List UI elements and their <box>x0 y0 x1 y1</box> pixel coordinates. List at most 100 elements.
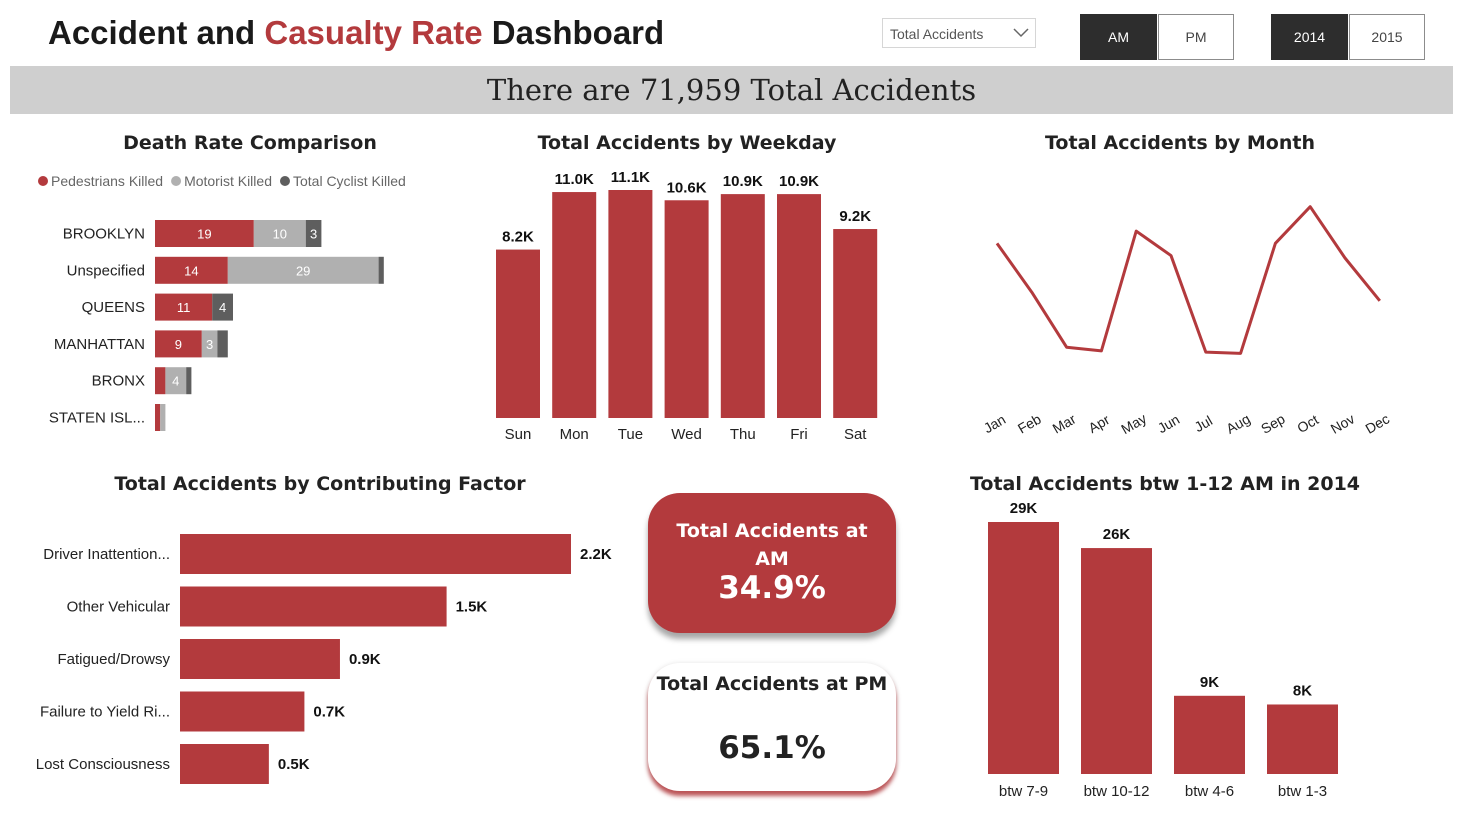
tick-label: Tue <box>618 426 643 443</box>
category-label: BROOKLYN <box>63 226 145 243</box>
data-label: 9K <box>1200 674 1219 691</box>
bar <box>496 249 540 418</box>
bar-segment <box>227 256 379 284</box>
dashboard-title: Accident and Casualty Rate Dashboard <box>48 14 664 52</box>
bar <box>833 229 878 418</box>
bar <box>608 190 653 418</box>
data-label: 10.6K <box>667 179 707 196</box>
bar <box>1081 548 1152 774</box>
tick-label: Aug <box>1223 411 1253 437</box>
toggle-pm[interactable]: PM <box>1158 14 1234 60</box>
category-label: Lost Consciousness <box>36 756 170 773</box>
factor-chart: Driver Inattention... 2.2K Other Vehicular… <box>36 534 612 784</box>
tick-label: May <box>1118 410 1149 437</box>
measure-dropdown[interactable]: Total Accidents <box>882 18 1036 48</box>
category-label: QUEENS <box>82 299 145 316</box>
bar <box>664 200 709 418</box>
toggle-am[interactable]: AM <box>1080 14 1157 60</box>
bar <box>552 192 597 418</box>
hours-title: Total Accidents btw 1-12 AM in 2014 <box>969 473 1361 495</box>
tick-label: Thu <box>730 426 756 443</box>
data-label: 26K <box>1103 526 1131 543</box>
bar <box>988 522 1059 774</box>
bar-segment <box>217 330 228 358</box>
data-label: 19 <box>197 227 211 242</box>
category-label: MANHATTAN <box>54 336 145 353</box>
toggle-pm-label: PM <box>1185 29 1207 45</box>
data-label: 10.9K <box>779 173 819 190</box>
title-part-1: Accident and <box>48 14 265 51</box>
tick-label: Oct <box>1294 411 1321 436</box>
weekday-chart: 8.2K Sun 11.0K Mon 11.1K Tue 10.6K Wed 10.9K Thu 1… <box>496 169 878 443</box>
data-label: 8.2K <box>502 229 534 246</box>
factor-title: Total Accidents by Contributing Factor <box>114 473 526 495</box>
data-label: 4 <box>172 374 179 389</box>
tick-label: Wed <box>671 426 702 443</box>
data-label: 14 <box>184 263 198 278</box>
data-label: 2.2K <box>580 546 612 563</box>
tick-label: Jul <box>1192 412 1216 435</box>
bar-segment <box>160 404 166 431</box>
category-label: STATEN ISL... <box>49 410 145 427</box>
bar-segment <box>155 367 166 395</box>
category-label: Failure to Yield Ri... <box>40 704 170 721</box>
bar <box>180 639 340 679</box>
bar-segment <box>201 330 218 358</box>
bar-segment <box>212 293 233 321</box>
data-label: 11.0K <box>555 171 594 188</box>
data-label: 29K <box>1010 500 1038 517</box>
toggle-am-label: AM <box>1108 29 1129 45</box>
bar-segment <box>305 220 322 247</box>
bar-segment <box>155 330 202 358</box>
total-accidents-banner: There are 71,959 Total Accidents <box>10 66 1453 114</box>
banner-text: There are 71,959 Total Accidents <box>486 73 977 107</box>
tick-label: Dec <box>1363 411 1393 437</box>
kpi-pm-card: Total Accidents at PM 65.1% <box>648 663 896 791</box>
tick-label: Jun <box>1155 411 1183 436</box>
category-label: Driver Inattention... <box>43 546 170 563</box>
kpi-am-value: 34.9% <box>718 570 826 606</box>
tick-label: btw 1-3 <box>1278 783 1327 800</box>
data-label: 29 <box>296 263 310 278</box>
death-rate-chart: Pedestrians Killed Motorist Killed Total C… <box>38 173 406 431</box>
tick-label: Apr <box>1085 411 1112 436</box>
bar <box>180 586 447 627</box>
data-label: 10.9K <box>723 173 763 190</box>
bar <box>1267 704 1338 774</box>
bar <box>180 744 269 784</box>
bar-segment <box>155 220 254 247</box>
legend-swatch <box>279 176 290 186</box>
tick-label: Sat <box>844 426 867 443</box>
data-label: 0.5K <box>278 756 310 773</box>
data-label: 3 <box>310 227 317 242</box>
data-label: 11.1K <box>611 169 650 186</box>
kpi-pm-value: 65.1% <box>718 730 826 766</box>
kpi-am-label: Total Accidents at AM <box>676 520 868 570</box>
tick-label: Mon <box>560 426 589 443</box>
data-label: 3 <box>206 337 213 352</box>
kpi-pm-label: Total Accidents at PM <box>656 673 888 695</box>
bar-segment <box>155 293 213 321</box>
toggle-2015[interactable]: 2015 <box>1349 14 1425 60</box>
category-label: Fatigued/Drowsy <box>57 651 170 668</box>
data-label: 0.9K <box>349 651 381 668</box>
data-label: 9 <box>175 337 182 352</box>
series-line <box>995 205 1381 355</box>
toggle-2014-label: 2014 <box>1293 29 1326 45</box>
bar <box>720 194 765 418</box>
data-label: 8K <box>1293 682 1312 699</box>
legend-swatch <box>38 176 48 186</box>
title-part-2: Dashboard <box>482 14 665 51</box>
legend-label: Motorist Killed <box>184 173 272 189</box>
bar-segment <box>155 256 228 284</box>
tick-label: Jan <box>981 411 1009 436</box>
title-accent: Casualty Rate <box>264 14 483 51</box>
toggle-2014[interactable]: 2014 <box>1271 14 1348 60</box>
bar-segment <box>378 256 384 284</box>
bar <box>777 194 821 418</box>
tick-label: btw 7-9 <box>999 783 1048 800</box>
tick-label: Mar <box>1050 411 1079 437</box>
tick-label: btw 10-12 <box>1084 783 1150 800</box>
category-label: Other Vehicular <box>67 599 170 616</box>
bar <box>180 691 305 732</box>
